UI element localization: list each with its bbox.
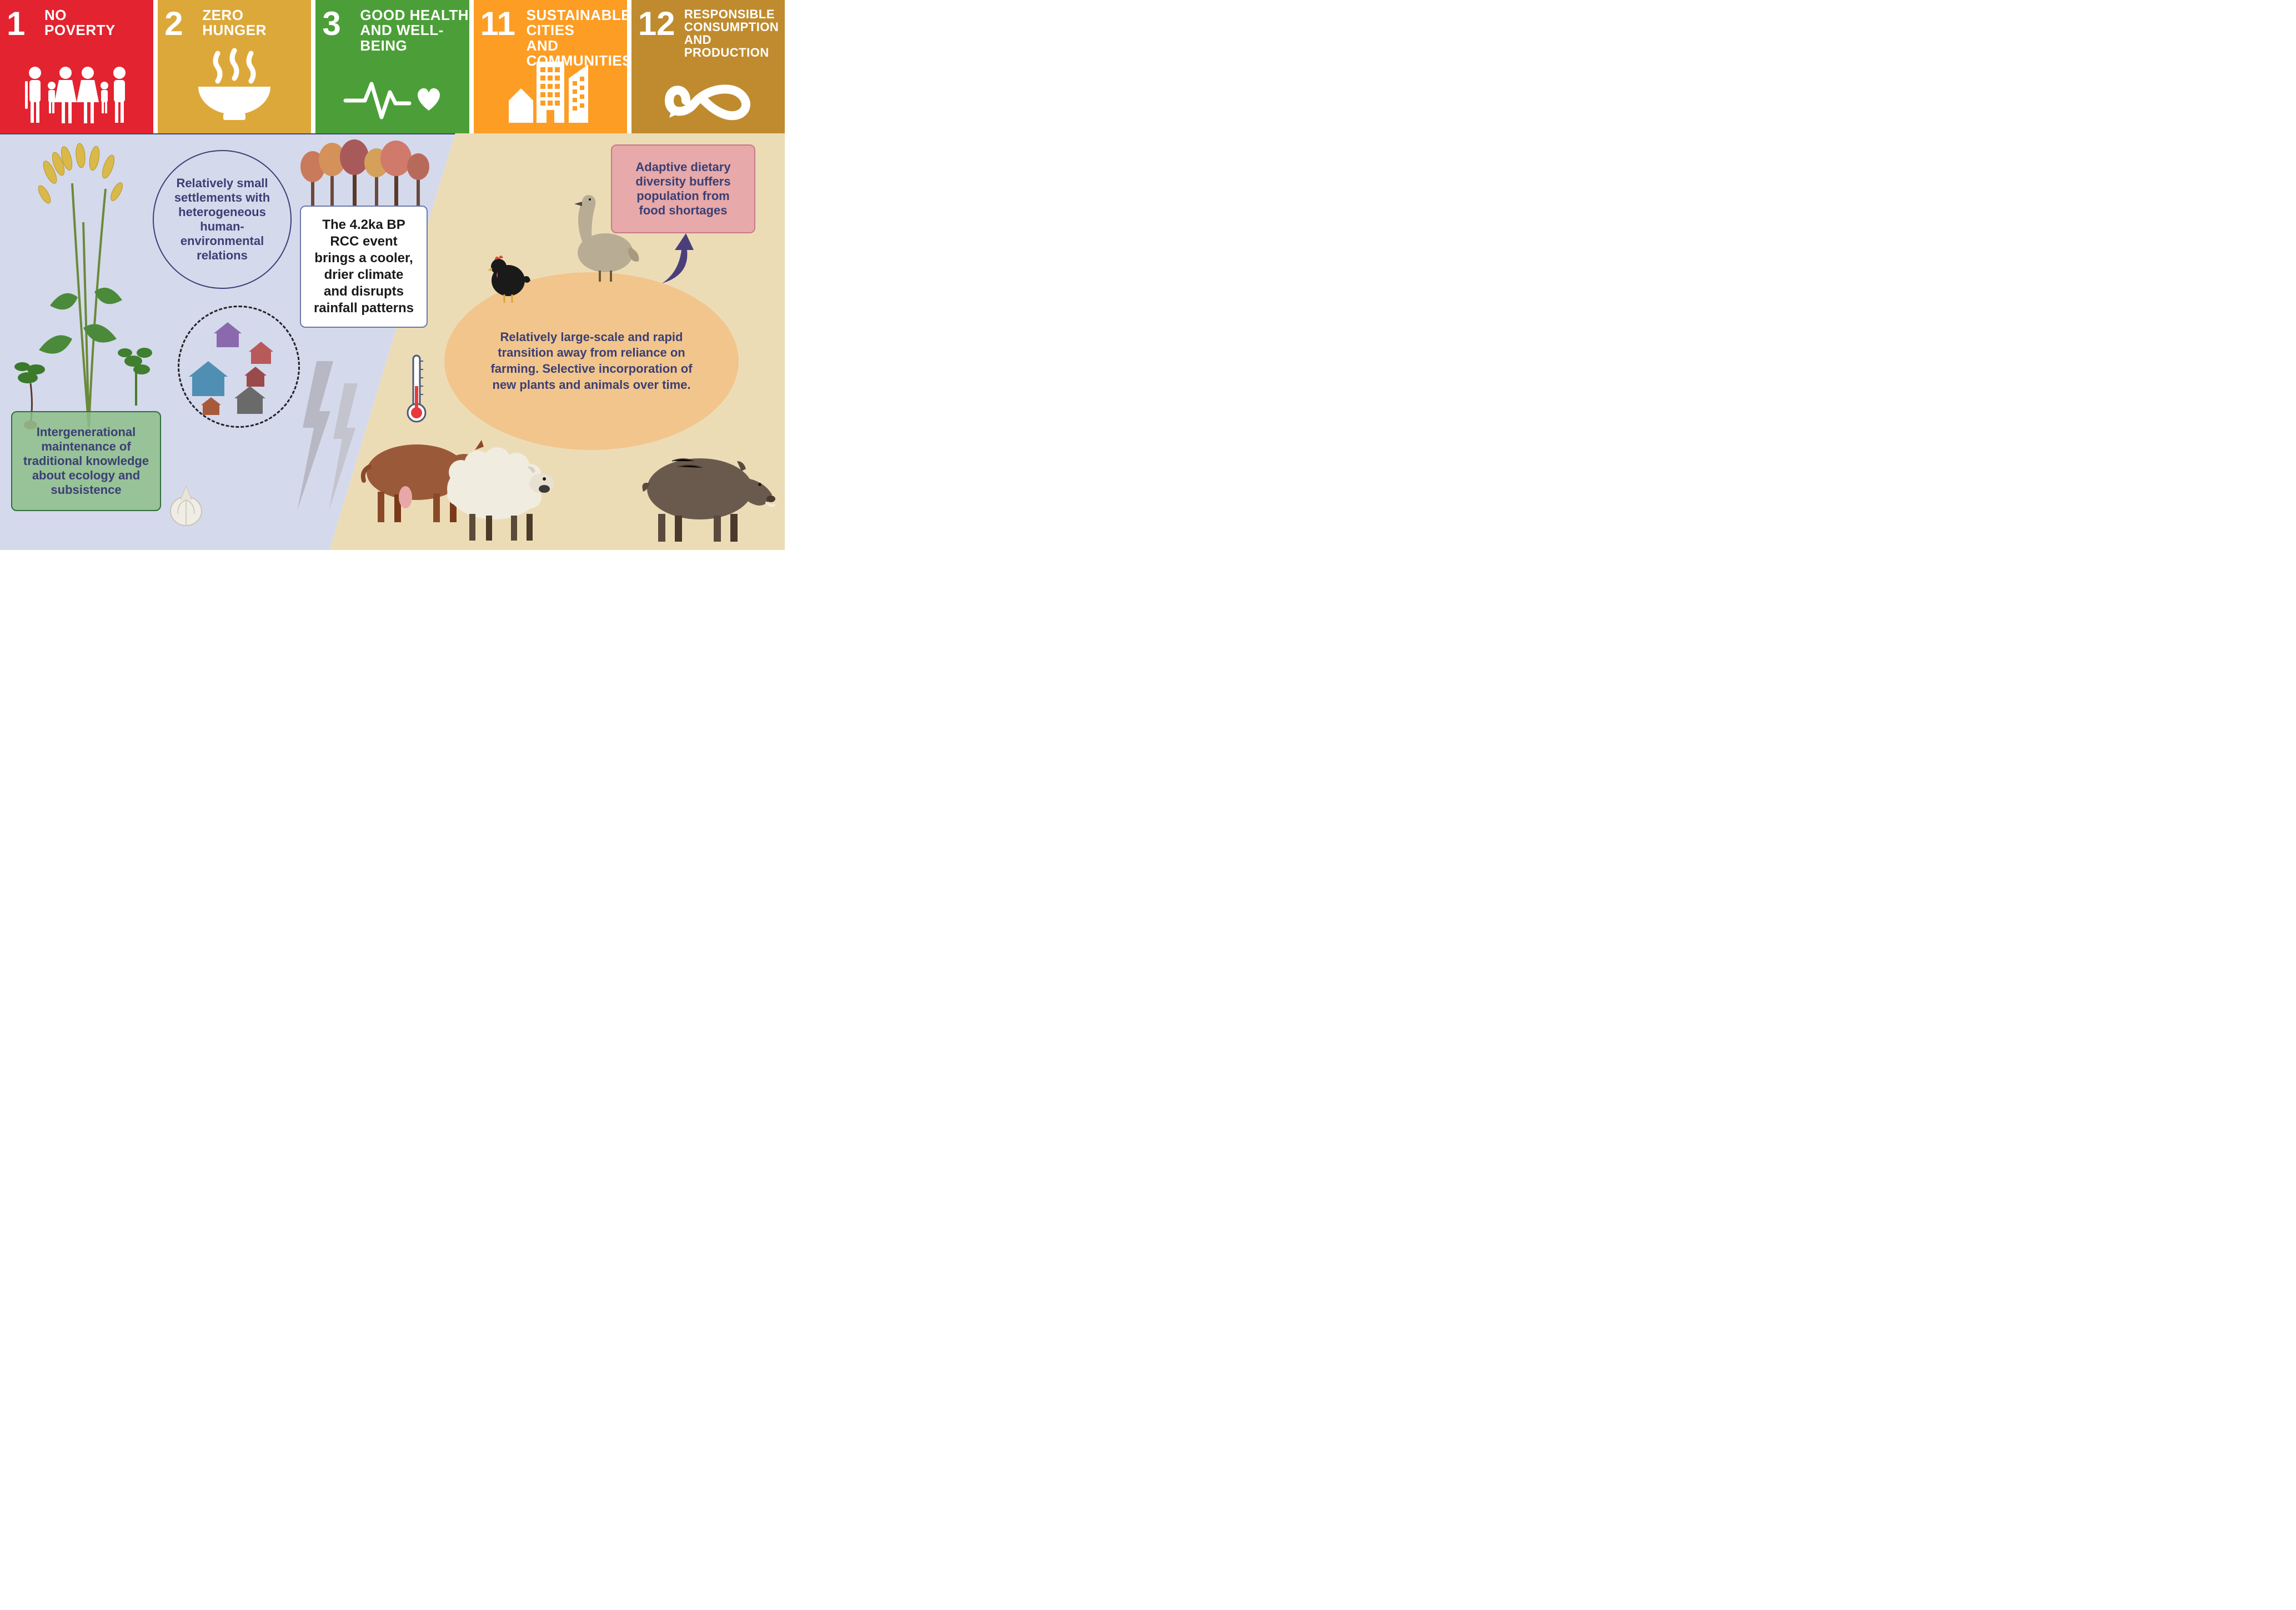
sdg-tile-1: 1 NO POVERTY [0, 0, 153, 133]
sdg-tile-3: 3 GOOD HEALTH AND WELL-BEING [315, 0, 469, 133]
sdg-number: 3 [322, 4, 340, 43]
garlic-icon [167, 483, 205, 528]
sdg-number: 1 [7, 4, 25, 43]
people-icon [24, 64, 129, 126]
chicken-icon [483, 250, 533, 306]
main-infographic: Relatively small settlements with hetero… [0, 133, 785, 550]
transition-text: Relatively large-scale and rapid transit… [478, 329, 705, 393]
sdg-title: NO POVERTY [44, 8, 116, 38]
boar-icon [628, 433, 778, 544]
bowl-icon [193, 48, 276, 126]
city-icon [503, 53, 598, 126]
health-icon [343, 70, 443, 126]
sdg-number: 2 [164, 4, 183, 43]
sdg-tile-11: 11 SUSTAINABLE CITIES AND COMMUNITIES [474, 0, 627, 133]
sheep-icon [433, 433, 561, 544]
climate-event-box: The 4.2ka BP RCC event brings a cooler, … [300, 206, 428, 328]
knowledge-bubble: Intergenerational maintenance of traditi… [11, 411, 161, 511]
infographic-container: 1 NO POVERTY 2 ZERO HUNGER [0, 0, 785, 550]
sdg-tile-2: 2 ZERO HUNGER [158, 0, 311, 133]
sdg-title: ZERO HUNGER [202, 8, 267, 38]
plants-icon [6, 139, 172, 433]
houses-icon [183, 311, 294, 422]
arrow-icon [655, 233, 700, 289]
sdg-title: GOOD HEALTH AND WELL-BEING [360, 8, 469, 53]
sdg-title: RESPONSIBLE CONSUMPTION AND PRODUCTION [684, 8, 785, 59]
climate-event-text: The 4.2ka BP RCC event brings a cooler, … [314, 217, 414, 316]
infinity-icon [664, 76, 753, 126]
settlements-text: Relatively small settlements with hetero… [165, 176, 279, 263]
trees-icon [294, 136, 439, 214]
goose-icon [561, 192, 644, 286]
sdg-tile-12: 12 RESPONSIBLE CONSUMPTION AND PRODUCTIO… [631, 0, 785, 133]
sdg-number: 12 [638, 4, 675, 43]
knowledge-text: Intergenerational maintenance of traditi… [22, 425, 150, 497]
sdg-number: 11 [480, 4, 515, 43]
sdg-row: 1 NO POVERTY 2 ZERO HUNGER [0, 0, 785, 133]
settlements-bubble: Relatively small settlements with hetero… [153, 150, 292, 289]
